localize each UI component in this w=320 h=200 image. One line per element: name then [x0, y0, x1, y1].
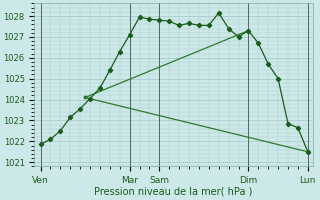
X-axis label: Pression niveau de la mer( hPa ): Pression niveau de la mer( hPa ): [94, 187, 253, 197]
